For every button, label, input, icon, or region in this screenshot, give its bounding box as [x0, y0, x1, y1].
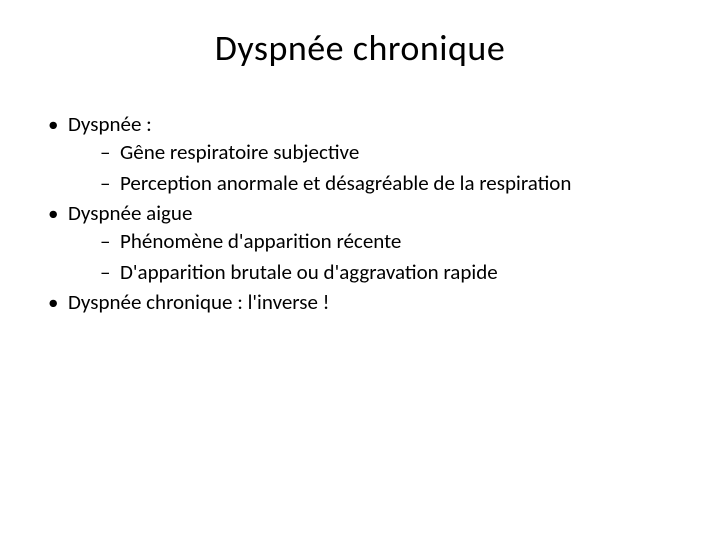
sub-bullet-text: Phénomène d'apparition récente — [120, 228, 401, 254]
bullet-item: Dyspnée : Gêne respiratoire subjective P… — [40, 110, 680, 197]
sub-bullet-text: Gêne respiratoire subjective — [120, 139, 359, 165]
sub-bullet-item: Gêne respiratoire subjective — [96, 138, 680, 166]
slide-content: Dyspnée : Gêne respiratoire subjective P… — [40, 110, 680, 316]
sub-bullet-text: D'apparition brutale ou d'aggravation ra… — [120, 259, 498, 285]
bullet-text: Dyspnée chronique : l'inverse ! — [68, 289, 330, 315]
sub-bullet-item: Perception anormale et désagréable de la… — [96, 169, 680, 197]
bullet-text: Dyspnée : — [68, 111, 152, 137]
bullet-item: Dyspnée aigue Phénomène d'apparition réc… — [40, 199, 680, 286]
bullet-item: Dyspnée chronique : l'inverse ! — [40, 288, 680, 316]
bullet-text: Dyspnée aigue — [68, 200, 192, 226]
sub-bullet-text: Perception anormale et désagréable de la… — [120, 170, 571, 196]
sub-bullet-item: Phénomène d'apparition récente — [96, 227, 680, 255]
sub-bullet-item: D'apparition brutale ou d'aggravation ra… — [96, 258, 680, 286]
slide-title: Dyspnée chronique — [40, 26, 680, 70]
